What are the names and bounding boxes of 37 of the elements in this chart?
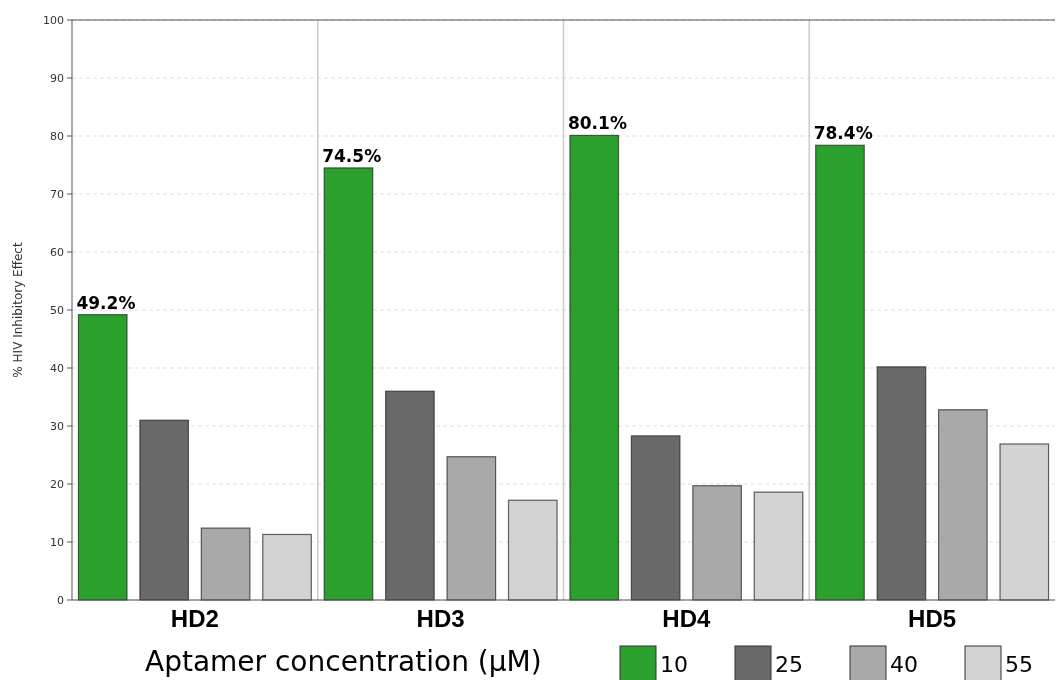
x-tick-label: HD4: [662, 605, 712, 632]
x-tick-label: HD2: [170, 605, 219, 632]
bar: [569, 134, 620, 601]
bar: [876, 366, 927, 601]
bar: [139, 419, 190, 601]
y-tick-label: 30: [50, 419, 64, 433]
legend-label: 40: [890, 652, 918, 677]
y-tick-label: 50: [50, 303, 64, 317]
bar: [323, 167, 374, 601]
y-axis-title: % HIV Inhibitory Effect: [11, 242, 25, 378]
legend-label: 55: [1005, 652, 1033, 677]
bar: [937, 409, 988, 601]
data-label: 49.2%: [76, 292, 136, 313]
data-label: 80.1%: [567, 113, 627, 134]
bar: [692, 485, 742, 601]
bar: [446, 456, 497, 601]
bar: [630, 435, 681, 601]
bar: [77, 314, 128, 601]
data-label: 74.5%: [322, 145, 382, 166]
y-tick-label: 20: [50, 477, 64, 491]
y-tick-label: 70: [50, 187, 64, 201]
x-tick-label: HD5: [908, 605, 957, 632]
legend-label: 10: [660, 652, 688, 677]
data-label: 78.4%: [813, 123, 873, 144]
y-tick-label: 10: [50, 535, 64, 549]
legend-label: 25: [775, 652, 803, 677]
y-tick-label: 80: [50, 129, 64, 143]
y-tick-label: 90: [50, 71, 64, 85]
bar: [200, 527, 251, 601]
legend-title: Aptamer concentration (μM): [145, 645, 542, 678]
y-tick-label: 100: [43, 13, 64, 27]
y-tick-label: 0: [57, 593, 64, 607]
bar: [385, 390, 435, 601]
y-tick-label: 40: [50, 361, 64, 375]
x-tick-label: HD3: [416, 605, 465, 632]
bar: [815, 144, 865, 601]
y-tick-label: 60: [50, 245, 64, 259]
